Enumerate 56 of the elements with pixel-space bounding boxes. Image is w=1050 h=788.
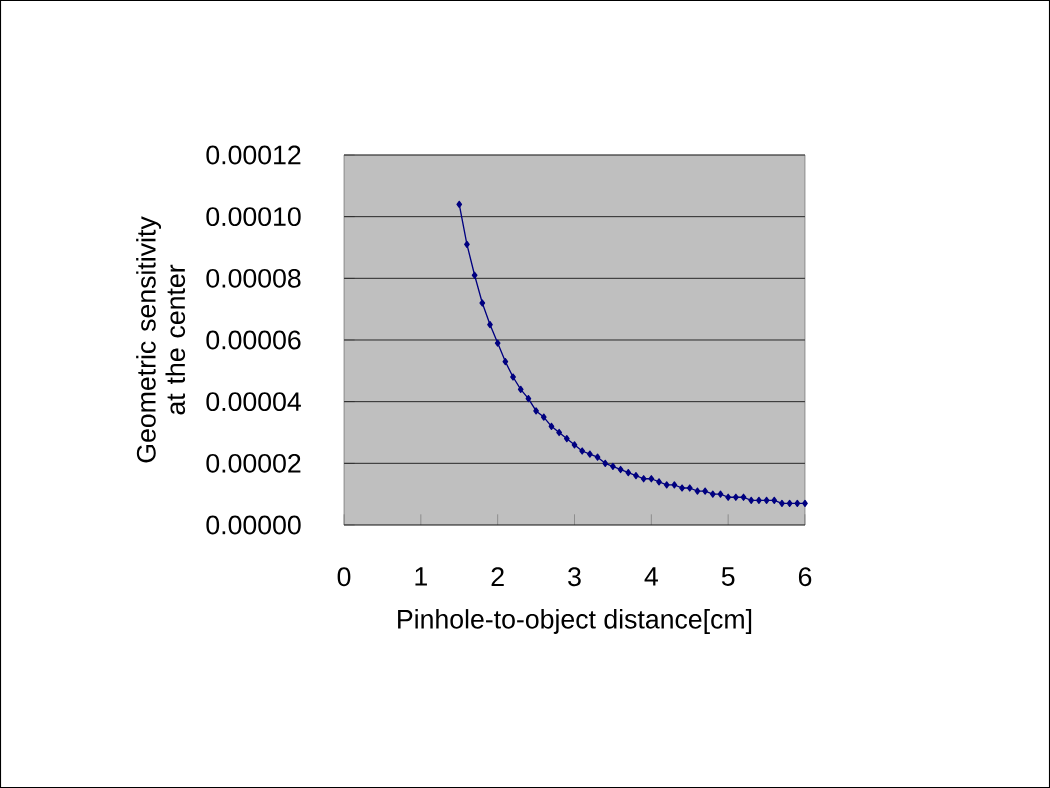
x-tick-label: 1 <box>415 567 427 586</box>
x-tick-label: 0 <box>337 567 351 587</box>
point <box>686 484 693 492</box>
y-axis-title: Geometric sensitivity at the center <box>136 216 186 463</box>
point <box>763 496 770 504</box>
x-tick-label: 5 <box>721 567 735 586</box>
point <box>732 493 739 501</box>
y-tick-label: 0.00006 <box>206 330 301 350</box>
y-tick-label: 0.00000 <box>206 515 301 535</box>
point <box>740 493 747 501</box>
point <box>786 499 793 508</box>
y-tick-label: 0.00004 <box>206 392 301 412</box>
point <box>510 373 516 381</box>
point <box>748 496 755 504</box>
point <box>594 453 601 461</box>
point <box>725 493 732 501</box>
point <box>456 200 463 208</box>
point <box>771 496 778 504</box>
point <box>533 407 539 415</box>
point <box>548 422 555 430</box>
y-tick-label: 0.00008 <box>206 268 301 288</box>
x-tick-label: 6 <box>798 567 812 587</box>
point <box>579 447 586 455</box>
point <box>702 487 708 495</box>
point <box>694 487 701 495</box>
y-tick-label: 0.00002 <box>206 453 301 473</box>
point <box>663 481 670 489</box>
point <box>602 459 609 467</box>
point <box>794 499 801 508</box>
y-tick-label: 0.00012 <box>206 145 301 165</box>
x-axis-title: Pinhole-to-object distance[cm] <box>398 609 752 634</box>
point <box>494 339 501 347</box>
x-tick-label: 2 <box>491 567 504 586</box>
point <box>479 299 486 307</box>
x-tick-label: 3 <box>568 567 581 587</box>
point <box>525 394 532 403</box>
point <box>656 478 662 486</box>
point <box>540 413 547 421</box>
point <box>717 490 724 498</box>
point <box>517 385 524 393</box>
x-tick-label: 4 <box>644 567 658 586</box>
point <box>671 481 678 489</box>
point <box>587 450 593 458</box>
point <box>640 475 647 483</box>
point <box>679 484 685 492</box>
point <box>633 472 639 480</box>
point <box>756 496 762 504</box>
y-tick-label: 0.00010 <box>206 207 301 227</box>
point <box>571 441 578 449</box>
point <box>709 490 716 498</box>
point <box>502 357 509 366</box>
point <box>471 271 478 279</box>
point <box>648 475 655 483</box>
point <box>617 465 624 474</box>
point <box>625 468 632 477</box>
point <box>563 435 570 443</box>
